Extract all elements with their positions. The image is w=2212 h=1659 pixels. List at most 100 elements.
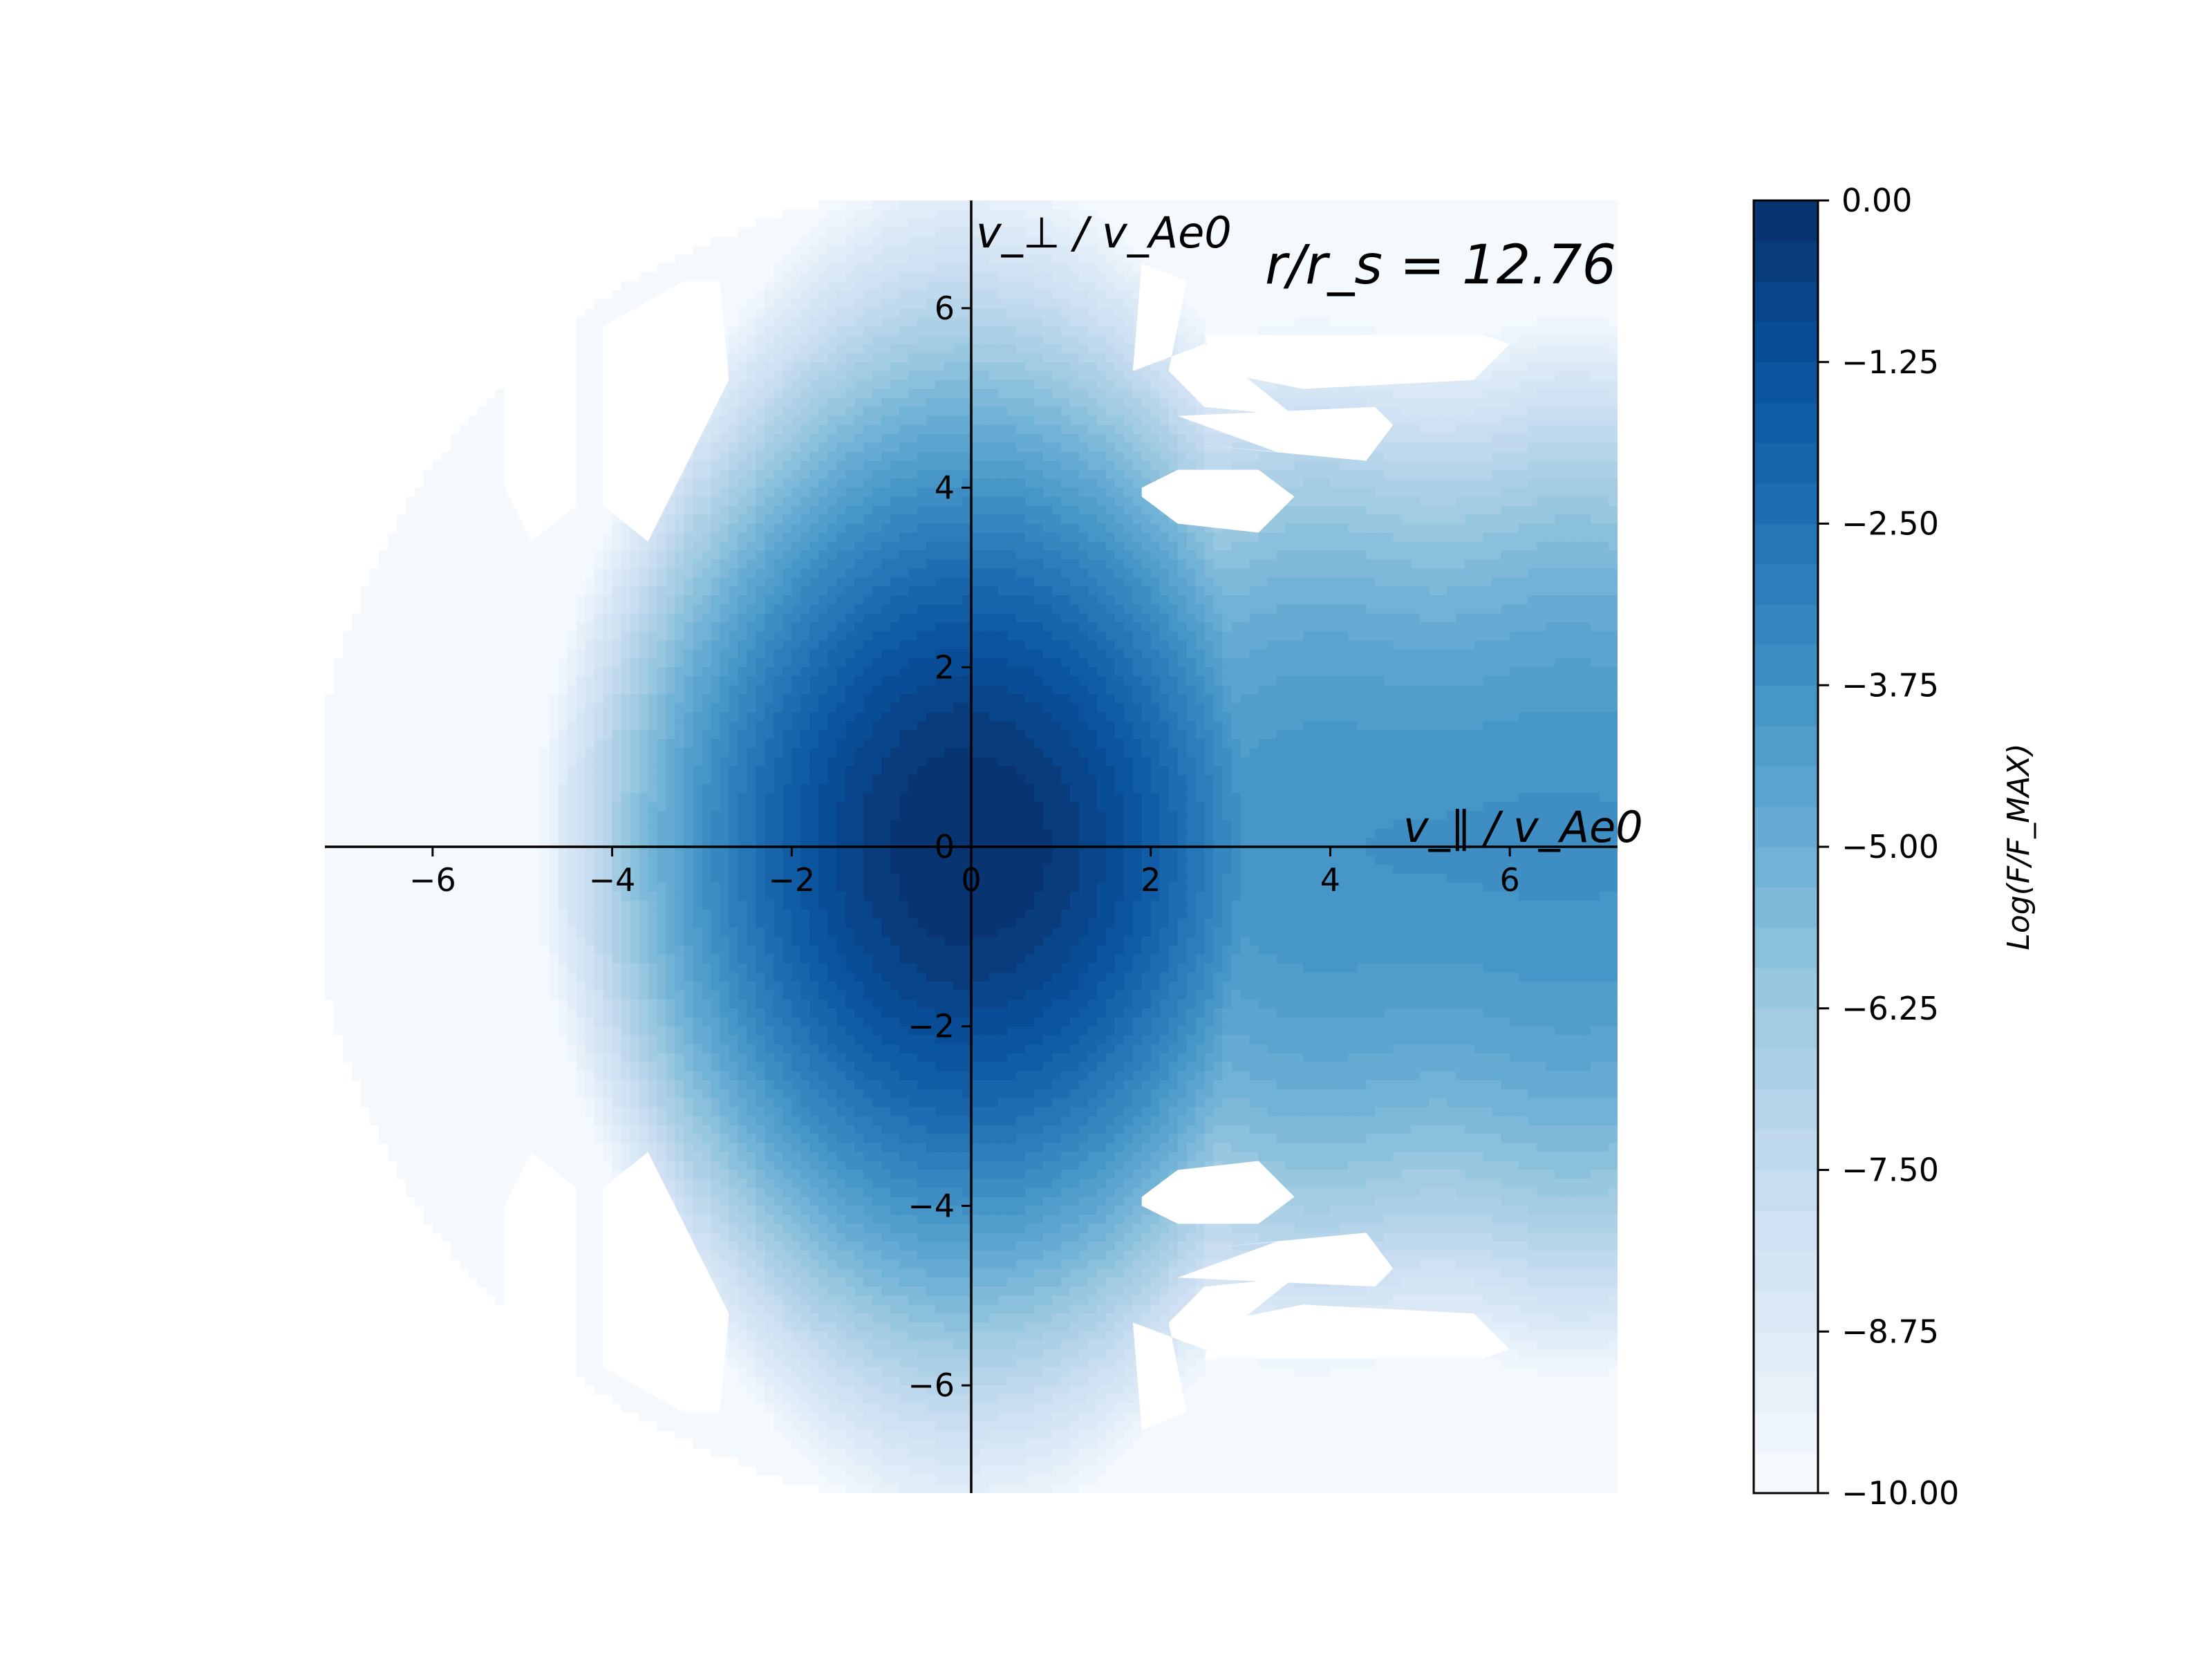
contour-cell — [944, 415, 954, 426]
contour-cell — [782, 397, 792, 408]
contour-cell — [1411, 478, 1421, 489]
contour-cell — [1546, 200, 1555, 210]
contour-cell — [1528, 451, 1537, 462]
contour-cell — [1024, 532, 1035, 543]
contour-cell — [1015, 487, 1026, 498]
contour-cell — [872, 442, 882, 453]
contour-cell — [1537, 209, 1546, 219]
contour-cell — [1258, 227, 1268, 237]
contour-cell — [1483, 308, 1492, 318]
contour-cell — [1339, 200, 1349, 210]
contour-cell — [1294, 254, 1304, 264]
contour-cell — [1591, 362, 1600, 372]
contour-cell — [818, 397, 828, 408]
contour-cell — [1069, 478, 1080, 489]
contour-cell — [1600, 335, 1609, 345]
contour-cell — [1132, 487, 1143, 498]
contour-cell — [800, 335, 810, 345]
contour-cell — [1402, 218, 1412, 228]
contour-cell — [1609, 496, 1618, 507]
contour-cell — [486, 523, 496, 534]
contour-cell — [1546, 532, 1555, 543]
contour-cell — [1384, 227, 1394, 237]
contour-cell — [1375, 200, 1385, 210]
contour-cell — [908, 371, 918, 381]
contour-cell — [747, 532, 756, 543]
contour-cell — [1249, 308, 1259, 318]
contour-cell — [1483, 209, 1492, 219]
contour-cell — [1123, 442, 1134, 453]
contour-cell — [1402, 388, 1412, 399]
contour-cell — [1105, 550, 1116, 561]
contour-cell — [1285, 272, 1295, 282]
contour-cell — [423, 541, 433, 552]
contour-cell — [1528, 245, 1537, 255]
contour-cell — [1150, 523, 1161, 534]
contour-cell — [962, 263, 972, 273]
contour-cell — [980, 335, 990, 345]
contour-cell — [1321, 218, 1331, 228]
contour-cell — [1231, 200, 1241, 210]
contour-cell — [1411, 487, 1421, 498]
contour-cell — [791, 290, 801, 300]
contour-cell — [1429, 326, 1438, 336]
contour-cell — [1285, 218, 1295, 228]
contour-cell — [1582, 353, 1591, 363]
contour-cell — [702, 514, 712, 525]
contour-cell — [863, 388, 873, 399]
contour-cell — [1015, 272, 1026, 282]
contour-cell — [1150, 397, 1161, 408]
contour-cell — [414, 550, 424, 561]
contour-cell — [1294, 317, 1304, 327]
contour-cell — [1564, 541, 1573, 552]
contour-cell — [774, 353, 783, 363]
contour-cell — [1321, 326, 1331, 336]
contour-cell — [513, 532, 523, 543]
contour-cell — [872, 326, 882, 336]
contour-cell — [729, 308, 738, 318]
contour-cell — [1105, 433, 1116, 444]
contour-cell — [1510, 254, 1519, 264]
contour-cell — [1573, 424, 1582, 435]
contour-cell — [1330, 272, 1340, 282]
contour-cell — [1609, 559, 1618, 570]
contour-cell — [1591, 460, 1600, 471]
contour-cell — [774, 308, 783, 318]
contour-cell — [1069, 200, 1080, 210]
contour-cell — [1177, 326, 1188, 336]
contour-cell — [1402, 424, 1412, 435]
contour-cell — [917, 299, 927, 309]
contour-cell — [1429, 559, 1438, 570]
contour-cell — [1582, 254, 1591, 264]
contour-cell — [1393, 406, 1403, 417]
contour-cell — [1006, 514, 1017, 525]
contour-cell — [1546, 469, 1555, 480]
contour-cell — [711, 415, 720, 426]
contour-cell — [1519, 514, 1528, 525]
contour-cell — [657, 272, 667, 282]
contour-cell — [1447, 209, 1456, 219]
contour-cell — [917, 424, 927, 435]
contour-cell — [1168, 532, 1179, 543]
contour-cell — [1546, 505, 1555, 516]
contour-cell — [917, 362, 927, 372]
contour-cell — [1330, 317, 1340, 327]
contour-cell — [594, 308, 604, 318]
contour-cell — [800, 290, 810, 300]
contour-cell — [1096, 451, 1107, 462]
contour-cell — [729, 505, 738, 516]
contour-cell — [1105, 496, 1116, 507]
contour-cell — [1483, 559, 1492, 570]
contour-cell — [1474, 424, 1483, 435]
contour-cell — [1015, 523, 1026, 534]
contour-cell — [1114, 406, 1125, 417]
contour-cell — [675, 532, 685, 543]
contour-cell — [1231, 245, 1241, 255]
contour-cell — [1114, 550, 1125, 561]
contour-cell — [1330, 559, 1340, 570]
contour-cell — [1168, 254, 1179, 264]
contour-cell — [459, 496, 469, 507]
contour-cell — [1420, 424, 1430, 435]
contour-cell — [1357, 317, 1367, 327]
contour-cell — [1105, 245, 1116, 255]
